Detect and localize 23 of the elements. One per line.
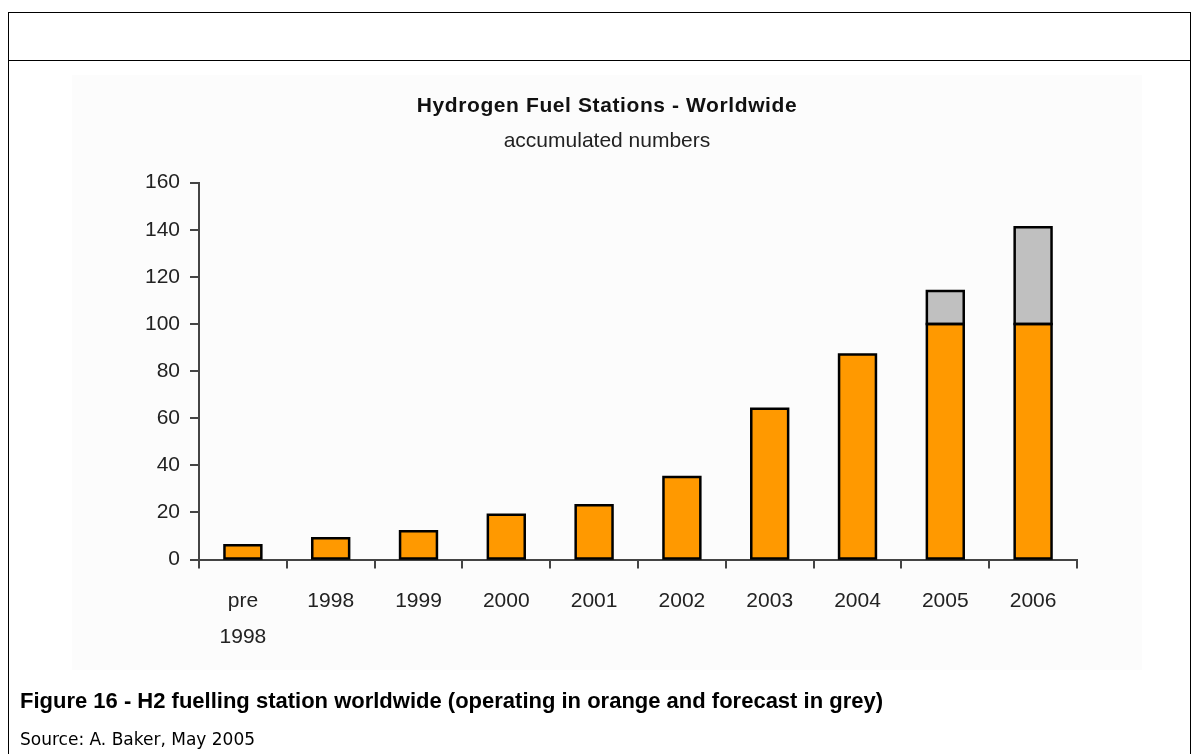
x-tick-label: 2002 (658, 587, 706, 611)
chart-title: Hydrogen Fuel Stations - Worldwide (415, 93, 799, 117)
x-tick-label: 2003 (746, 587, 794, 611)
chart-subtitle: accumulated numbers (502, 128, 712, 152)
x-tick-label: pre 1998 (219, 587, 267, 648)
source-note: Source: A. Baker, May 2005 (20, 729, 256, 749)
y-tick-label: 120 (144, 263, 180, 287)
y-tick-label: 160 (144, 169, 180, 193)
y-tick-label: 80 (156, 357, 180, 381)
x-tick-label: 1998 (307, 587, 355, 611)
y-tick-label: 60 (156, 404, 180, 428)
caption: Figure 16 - H2 fuelling station worldwide (operating in orange and forecast in grey) (20, 688, 883, 714)
y-tick-label: 140 (144, 216, 180, 240)
y-tick-label: 40 (156, 452, 180, 476)
y-tick-label: 20 (156, 499, 180, 523)
x-tick-label: 2000 (482, 587, 530, 611)
y-tick-label: 0 (168, 546, 180, 570)
x-tick-label: 2001 (570, 587, 618, 611)
x-tick-label: 2006 (1009, 587, 1057, 611)
y-tick-label: 100 (144, 310, 180, 334)
x-tick-label: 1999 (395, 587, 442, 611)
x-tick-label: 2004 (834, 587, 882, 611)
x-tick-label: 2005 (921, 587, 969, 611)
